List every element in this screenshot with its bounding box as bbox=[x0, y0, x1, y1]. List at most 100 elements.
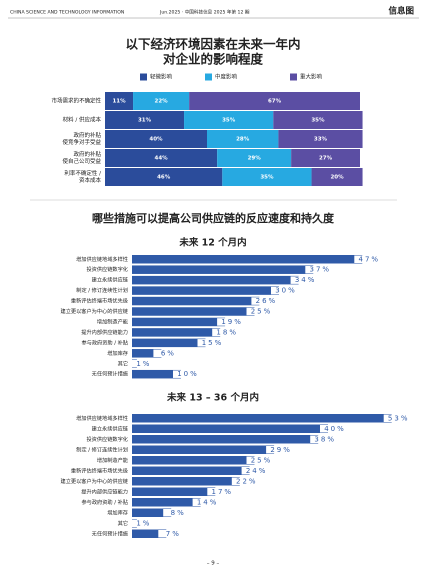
category-label: 建立更以客户为中心的供应链 bbox=[61, 307, 129, 315]
bar bbox=[132, 424, 328, 433]
value-label: 10% bbox=[177, 370, 199, 378]
category-label: 参与政府资助 / 补贴 bbox=[81, 338, 128, 346]
bar-segment bbox=[291, 149, 360, 167]
category-label: 建立永续供应链 bbox=[92, 424, 129, 432]
value-label: 35% bbox=[222, 118, 236, 124]
value-label-box bbox=[192, 498, 223, 506]
bar-segment bbox=[311, 168, 363, 186]
category-label: 使自己公司受益 bbox=[62, 157, 101, 165]
legend-label: 轻微影响 bbox=[150, 73, 173, 81]
category-label: 市场需求的不确定性 bbox=[51, 97, 101, 105]
category-label: 资本成本 bbox=[79, 176, 102, 184]
value-label-box bbox=[354, 255, 385, 263]
value-label: 31% bbox=[138, 118, 152, 124]
value-label: 35% bbox=[311, 118, 325, 124]
bar-segment bbox=[217, 149, 292, 167]
bar-segment bbox=[133, 92, 190, 110]
header-section: 信息图 bbox=[388, 6, 414, 17]
bar-segment bbox=[105, 92, 134, 110]
category-label: 制定 / 修订连续性计划 bbox=[76, 445, 128, 453]
value-label: 34% bbox=[295, 276, 317, 284]
bar-segment bbox=[184, 111, 274, 129]
bar bbox=[132, 529, 167, 538]
value-label: 24% bbox=[246, 467, 268, 475]
value-label: 28% bbox=[236, 137, 250, 143]
value-label-box bbox=[320, 425, 350, 433]
value-label: 53% bbox=[388, 414, 410, 422]
bar bbox=[132, 445, 275, 454]
bar bbox=[132, 328, 221, 337]
bar-segment bbox=[273, 111, 363, 129]
value-label: 19% bbox=[221, 318, 243, 326]
chart-title: 未来 13 – 36 个月内 bbox=[166, 392, 259, 404]
legend-label: 中度影响 bbox=[215, 73, 238, 81]
value-label-box bbox=[217, 318, 248, 326]
category-label: 增加库存 bbox=[107, 508, 128, 516]
value-label-box bbox=[246, 307, 277, 316]
category-label: 政府的补贴 bbox=[73, 131, 101, 139]
value-label: 47% bbox=[359, 255, 381, 263]
value-label: 17% bbox=[212, 488, 234, 496]
bar-segment bbox=[105, 111, 185, 129]
category-label: 其它 bbox=[118, 359, 128, 367]
value-label-box bbox=[231, 477, 262, 485]
category-label: 增加制造产能 bbox=[97, 317, 128, 325]
value-label: 18% bbox=[216, 328, 238, 336]
bar bbox=[132, 435, 319, 444]
chart-title: 未来 12 个月内 bbox=[178, 237, 246, 249]
bar bbox=[132, 456, 255, 465]
value-label: 40% bbox=[149, 137, 163, 143]
bar bbox=[132, 487, 216, 496]
value-label-box bbox=[128, 519, 159, 527]
value-label: 33% bbox=[314, 137, 328, 143]
value-label: 27% bbox=[319, 156, 333, 162]
category-label: 建立更以客户为中心的供应链 bbox=[61, 477, 129, 485]
value-label-box bbox=[246, 456, 277, 464]
category-label: 增加供应链地域多样性 bbox=[76, 255, 128, 263]
bar bbox=[132, 307, 255, 316]
value-label-box bbox=[241, 467, 272, 475]
category-label: 制定 / 修订连续性计划 bbox=[76, 286, 128, 294]
value-label: 8% bbox=[171, 509, 186, 517]
legend-swatch bbox=[140, 73, 147, 81]
value-label-box bbox=[266, 446, 297, 454]
category-label: 重新评估终端市场优先级 bbox=[71, 466, 128, 474]
value-label: 1% bbox=[136, 360, 151, 368]
value-label-box bbox=[251, 297, 282, 305]
value-label: 35% bbox=[260, 175, 274, 181]
category-label: 无任何预计措施 bbox=[92, 529, 128, 537]
category-label: 建立永续供应链 bbox=[92, 276, 129, 284]
header-issue: Jun.2025 · 中国科技信息 2025 年第 12 期 bbox=[159, 9, 250, 16]
bar-segment bbox=[278, 130, 363, 148]
bar bbox=[132, 414, 392, 423]
bar-segment bbox=[189, 92, 360, 110]
category-label: 增加供应链地域多样性 bbox=[76, 414, 128, 422]
bar-segment bbox=[105, 149, 218, 167]
bar bbox=[132, 255, 363, 264]
category-label: 投资供应链数字化 bbox=[86, 265, 128, 273]
value-label: 26% bbox=[256, 297, 278, 305]
category-label: 增加库存 bbox=[107, 349, 128, 357]
value-label-box bbox=[197, 339, 228, 347]
value-label-box bbox=[128, 360, 159, 368]
legend-swatch bbox=[290, 73, 297, 81]
value-label-box bbox=[383, 414, 414, 422]
category-label: 使竞争对手受益 bbox=[62, 138, 101, 146]
bar bbox=[132, 477, 240, 486]
section-title: 哪些措施可以提高公司供应链的反应速度和持久度 bbox=[92, 211, 335, 225]
category-label: 材料 / 供应成本 bbox=[63, 116, 102, 124]
bar bbox=[132, 275, 299, 285]
value-label: 20% bbox=[330, 175, 344, 181]
legend-swatch bbox=[205, 73, 212, 81]
category-label: 重新评估终端市场优先级 bbox=[71, 297, 128, 305]
chart-title: 对企业的影响程度 bbox=[163, 52, 264, 67]
bar bbox=[132, 296, 260, 306]
value-label: 1% bbox=[136, 519, 151, 527]
value-label: 30% bbox=[275, 287, 297, 295]
category-label: 增加制造产能 bbox=[97, 456, 128, 464]
bar bbox=[132, 286, 279, 295]
value-label: 22% bbox=[236, 477, 258, 485]
bar bbox=[132, 338, 206, 348]
